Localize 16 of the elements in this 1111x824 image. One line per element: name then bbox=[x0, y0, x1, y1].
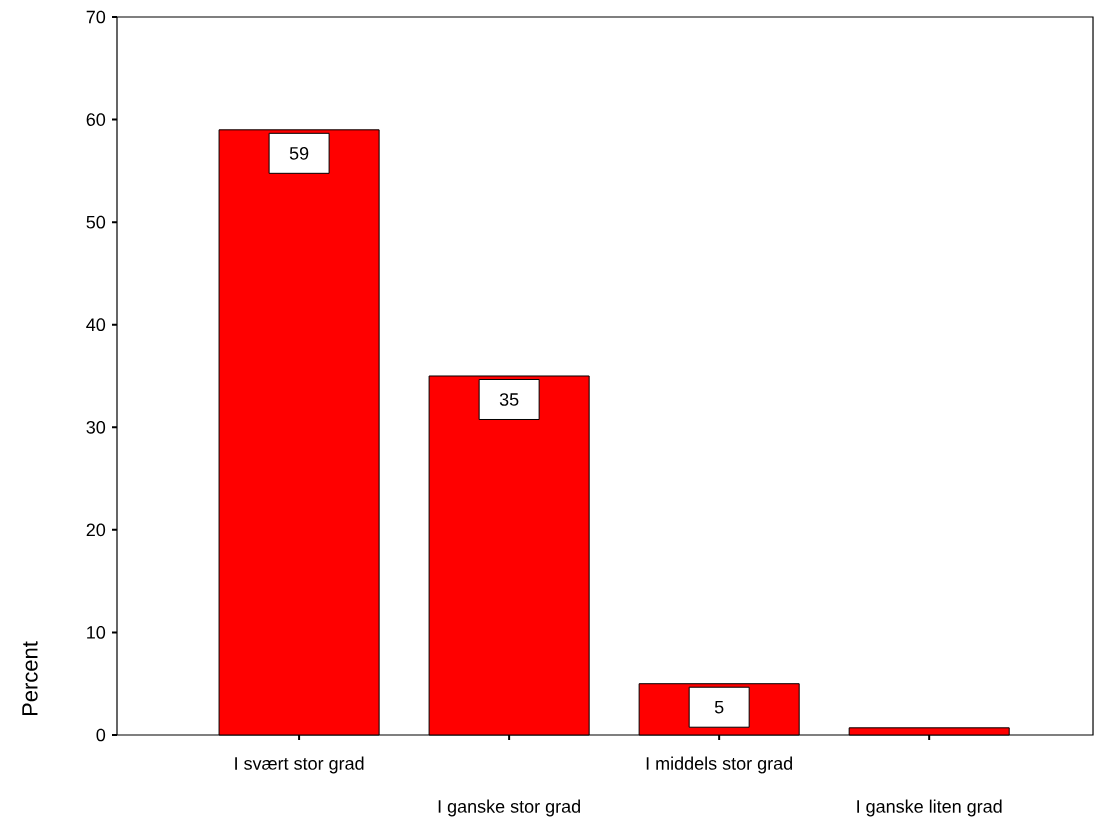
x-tick-label: I middels stor grad bbox=[646, 756, 792, 774]
x-tick-label: I ganske stor grad bbox=[438, 799, 580, 817]
y-tick-label: 40 bbox=[86, 318, 106, 332]
y-tick-label: 20 bbox=[86, 523, 106, 537]
y-axis-title: Percent bbox=[22, 641, 38, 716]
y-tick-label: 60 bbox=[86, 113, 106, 126]
y-tick-label: 50 bbox=[86, 215, 106, 229]
y-tick-label: 70 bbox=[86, 10, 106, 24]
y-tick-label: 0 bbox=[96, 728, 106, 742]
data-label: 5 bbox=[714, 700, 724, 714]
y-tick-label: 10 bbox=[87, 626, 106, 639]
data-label: 59 bbox=[289, 146, 309, 160]
x-tick-label: I ganske liten grad bbox=[857, 799, 1002, 817]
y-tick-label: 30 bbox=[86, 420, 106, 434]
x-tick-label: I svært stor grad bbox=[235, 756, 364, 774]
data-label: 35 bbox=[499, 393, 519, 406]
